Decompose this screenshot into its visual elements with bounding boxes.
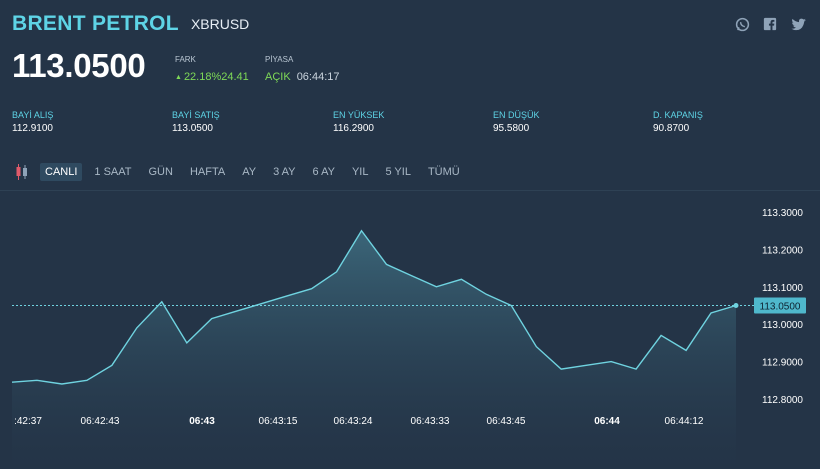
stat-label: D. KAPANIŞ — [653, 110, 703, 120]
x-tick-label: 06:43:24 — [334, 416, 373, 427]
stat-value: 113.0500 — [172, 123, 213, 134]
last-price-label: 113.0500 — [760, 302, 801, 313]
stat-bid: BAYİ ALIŞ 112.9100 — [12, 110, 53, 134]
tab-3-ay[interactable]: 3 AY — [273, 166, 296, 178]
market-status: AÇIK — [265, 71, 291, 83]
y-tick-label: 113.1000 — [762, 283, 803, 294]
range-tabs: CANLI 1 SAAT GÜN HAFTA AY 3 AY 6 AY YIL … — [14, 163, 472, 181]
price-chart[interactable]: 113.0500 113.3000 113.2000 113.1000 113.0000… — [0, 190, 820, 469]
x-tick-label: 06:42:43 — [81, 416, 120, 427]
stat-label: EN YÜKSEK — [333, 110, 385, 120]
tab-ay[interactable]: AY — [242, 166, 257, 178]
whatsapp-icon[interactable] — [734, 16, 750, 32]
x-tick-label: 06:44 — [594, 416, 620, 427]
stat-value: 90.8700 — [653, 123, 690, 134]
tab-hafta[interactable]: HAFTA — [189, 166, 226, 178]
y-tick-label: 112.9000 — [762, 358, 803, 369]
stat-prev-close: D. KAPANIŞ 90.8700 — [653, 110, 703, 134]
stat-low: EN DÜŞÜK 95.5800 — [493, 110, 540, 134]
tab-5-yil[interactable]: 5 YIL — [385, 166, 411, 178]
current-price: 113.0500 — [12, 47, 146, 84]
candlestick-icon[interactable] — [14, 163, 30, 181]
twitter-icon[interactable] — [790, 16, 806, 32]
price-line — [11, 229, 737, 385]
stat-label: EN DÜŞÜK — [493, 110, 540, 120]
tab-1-saat[interactable]: 1 SAAT — [94, 166, 132, 178]
x-tick-label: 06:43:33 — [411, 416, 450, 427]
stat-value: 112.9100 — [12, 123, 53, 134]
share-bar — [734, 16, 806, 32]
stat-high: EN YÜKSEK 116.2900 — [333, 110, 384, 134]
stat-value: 116.2900 — [333, 123, 374, 134]
x-tick-label: 06:43 — [189, 416, 215, 427]
facebook-icon[interactable] — [762, 16, 778, 32]
price-chart-svg: 113.0500 113.3000 113.2000 113.1000 113.0000… — [11, 208, 806, 469]
y-tick-label: 113.3000 — [762, 208, 803, 219]
x-tick-label: 06:43:15 — [259, 416, 298, 427]
change-value: 24.41 — [221, 71, 249, 83]
tab-canli[interactable]: CANLI — [40, 163, 83, 181]
tab-6-ay[interactable]: 6 AY — [312, 166, 335, 178]
x-tick-label: 06:43:45 — [487, 416, 526, 427]
x-tick-label: 06:44:12 — [665, 416, 704, 427]
market-block: PİYASA AÇIK 06:44:17 — [265, 55, 340, 85]
page-title: BRENT PETROL — [12, 12, 179, 35]
stat-value: 95.5800 — [493, 123, 530, 134]
change-percent: 22.18% — [183, 71, 222, 83]
current-price-dot — [733, 303, 739, 308]
up-arrow-icon: ▲ — [175, 74, 182, 81]
price-area — [12, 230, 736, 469]
stat-label: BAYİ SATIŞ — [172, 110, 220, 120]
stat-ask: BAYİ SATIŞ 113.0500 — [172, 110, 220, 134]
tab-gun[interactable]: GÜN — [148, 166, 173, 178]
tab-yil[interactable]: YIL — [351, 166, 369, 178]
stat-label: BAYİ ALIŞ — [12, 110, 54, 120]
header: BRENT PETROL XBRUSD — [12, 12, 249, 36]
y-tick-label: 112.8000 — [762, 395, 803, 406]
market-time: 06:44:17 — [296, 71, 340, 83]
y-tick-label: 113.0000 — [762, 320, 803, 331]
change-label: FARK — [175, 55, 196, 64]
symbol-label: XBRUSD — [190, 16, 250, 32]
y-tick-label: 113.2000 — [762, 245, 803, 256]
market-label: PİYASA — [265, 55, 294, 64]
tab-tumu[interactable]: TÜMÜ — [427, 166, 460, 178]
x-tick-label: :42:37 — [14, 416, 42, 427]
last-price-badge — [754, 297, 806, 314]
change-block: FARK ▲ 22.18%24.41 — [175, 55, 249, 85]
